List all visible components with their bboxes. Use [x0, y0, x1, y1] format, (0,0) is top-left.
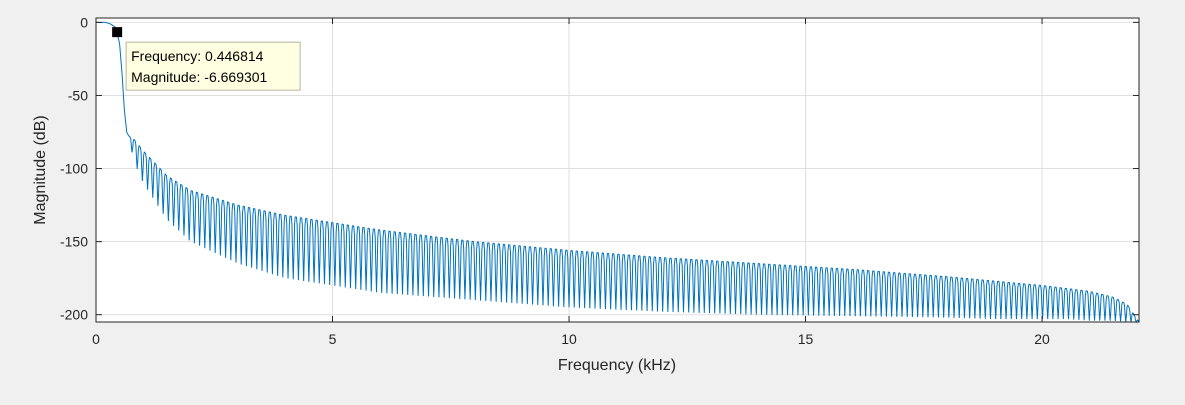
axes-box: [95, 17, 1140, 323]
y-axis-label: Magnitude (dB): [32, 115, 49, 224]
data-tip-marker: [112, 27, 123, 38]
x-axis-label: Frequency (kHz): [558, 357, 676, 374]
y-tick-label: -150: [60, 234, 88, 250]
x-tick-label: 20: [1034, 331, 1050, 347]
data-tip[interactable]: Frequency: 0.446814 Magnitude: -6.669301: [112, 27, 301, 91]
y-tick-label: -100: [60, 161, 88, 177]
data-tip-magnitude: Magnitude: -6.669301: [131, 69, 267, 85]
grid-lines: [96, 18, 1139, 322]
data-tip-box: [125, 41, 301, 91]
x-tick-label: 5: [329, 331, 337, 347]
y-tick-label: -50: [68, 87, 88, 103]
data-tip-frequency: Frequency: 0.446814: [131, 48, 264, 64]
y-tick-label: 0: [80, 14, 88, 30]
x-tick-label: 10: [561, 331, 577, 347]
x-axis-ticks: 0 5 10 15 20: [92, 18, 1050, 347]
magnitude-line[interactable]: [96, 21, 1140, 324]
y-tick-label: -200: [60, 307, 88, 323]
magnitude-trace[interactable]: [96, 21, 1140, 324]
x-tick-label: 0: [92, 331, 100, 347]
y-axis-ticks: 0 -50 -100 -150 -200: [60, 14, 1139, 323]
x-tick-label: 15: [798, 331, 814, 347]
